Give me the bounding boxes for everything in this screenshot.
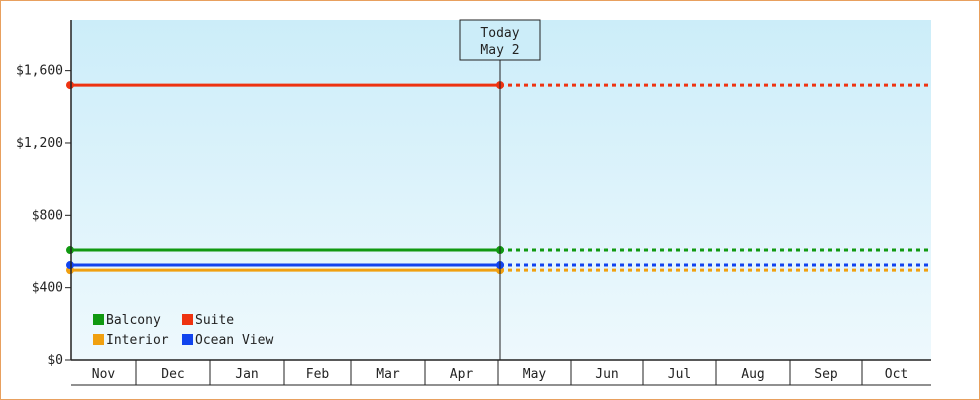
x-tick-label: Jan bbox=[235, 367, 258, 382]
legend-swatch bbox=[93, 334, 104, 345]
y-tick-label: $1,600 bbox=[16, 64, 63, 79]
x-tick-label: May bbox=[523, 367, 547, 382]
x-tick-label: Jun bbox=[595, 367, 618, 382]
today-marker: Today May 2 bbox=[459, 19, 541, 360]
y-tick-label: $1,200 bbox=[16, 136, 63, 151]
y-tick-label: $0 bbox=[47, 353, 63, 368]
x-tick-label: Apr bbox=[450, 367, 474, 382]
x-tick-label: Feb bbox=[306, 367, 330, 382]
x-tick-label: Aug bbox=[741, 367, 764, 382]
series-point-start bbox=[66, 246, 74, 255]
x-tick-label: Jul bbox=[668, 367, 691, 382]
axes-group: $0 $400 $800 $1,200 $1,600 Nov Dec Jan Feb Mar Apr… bbox=[16, 20, 931, 386]
y-tick-label: $400 bbox=[32, 281, 63, 296]
x-tick-label: Sep bbox=[814, 367, 838, 382]
x-tick-label: Nov bbox=[92, 367, 116, 382]
y-tick-label: $800 bbox=[32, 208, 63, 223]
series-point-start bbox=[66, 261, 74, 270]
legend-swatch bbox=[182, 314, 193, 325]
legend-label: Suite bbox=[195, 313, 234, 328]
legend-swatch bbox=[93, 314, 104, 325]
x-tick-label: Dec bbox=[161, 367, 184, 382]
series-point-start bbox=[66, 81, 74, 90]
x-tick-label: Oct bbox=[885, 367, 908, 382]
today-box bbox=[459, 19, 541, 61]
legend: Balcony Suite Interior Ocean View bbox=[93, 313, 273, 348]
legend-label: Ocean View bbox=[195, 333, 273, 348]
x-tick-label: Mar bbox=[376, 367, 400, 382]
today-label: Today bbox=[480, 26, 519, 41]
legend-swatch bbox=[182, 334, 193, 345]
today-date: May 2 bbox=[480, 43, 519, 58]
plot-area bbox=[71, 20, 931, 360]
legend-label: Interior bbox=[106, 333, 169, 348]
legend-label: Balcony bbox=[106, 313, 161, 328]
series-group bbox=[66, 81, 931, 275]
